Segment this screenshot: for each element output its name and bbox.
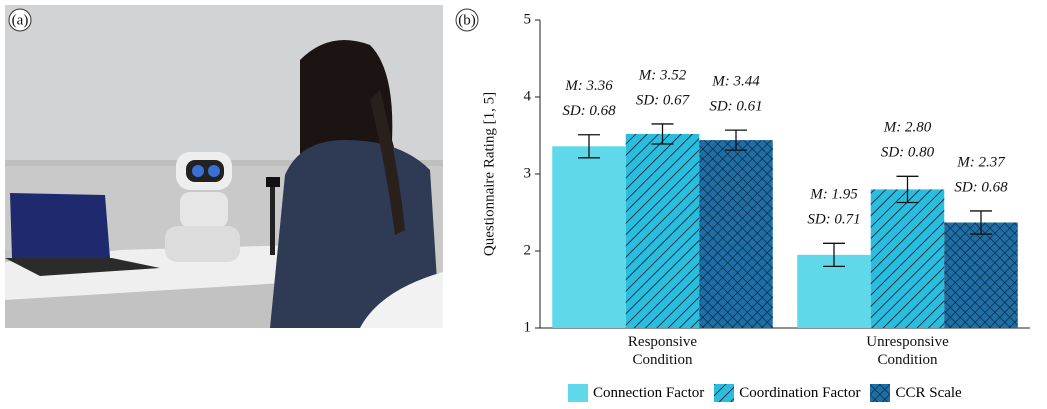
value-label: M: 3.36 [564,78,613,94]
sd-label: SD: 0.61 [709,99,762,115]
bar [552,146,626,328]
y-axis-label: Questionnaire Rating [1, 5] [481,92,497,256]
bar-hatch [626,134,700,328]
sd-label: SD: 0.68 [954,179,1008,195]
sd-label: SD: 0.68 [562,103,616,119]
legend-item: CCR Scale [870,384,961,402]
legend-swatch [870,384,890,402]
bar-hatch [699,140,773,328]
legend-label: CCR Scale [895,385,961,402]
legend-item: Coordination Factor [714,384,860,402]
legend: Connection Factor Coordination Factor CCR … [568,384,962,402]
bar-hatch [871,189,945,328]
legend-label: Coordination Factor [739,385,860,402]
swatch [568,384,588,402]
value-label: M: 3.44 [711,74,760,90]
swatch-hatch [714,384,734,402]
bar-hatch [944,223,1018,328]
panel-label: (b) [458,12,476,28]
sd-label: SD: 0.71 [807,212,860,228]
legend-item: Connection Factor [568,384,704,402]
value-label: M: 3.52 [638,67,687,83]
y-tick-label: 3 [524,165,532,181]
legend-label: Connection Factor [593,385,704,402]
swatch-hatch [870,384,890,402]
y-tick-label: 4 [524,88,532,104]
sd-label: SD: 0.80 [881,145,935,161]
value-label: M: 2.37 [956,154,1006,170]
y-tick-label: 5 [524,11,532,27]
y-tick-label: 2 [524,242,532,258]
legend-swatch [714,384,734,402]
legend-swatch [568,384,588,402]
page: (a) (b) Questionnaire Rating [1, 5] 1234… [0,0,1047,409]
value-label: M: 2.80 [883,120,932,136]
y-tick-label: 1 [524,319,532,335]
sd-label: SD: 0.67 [636,92,691,108]
value-label: M: 1.95 [809,187,858,203]
x-tick-label: Unresponsive Condition [808,333,1008,369]
x-tick-label: Responsive Condition [563,333,763,369]
